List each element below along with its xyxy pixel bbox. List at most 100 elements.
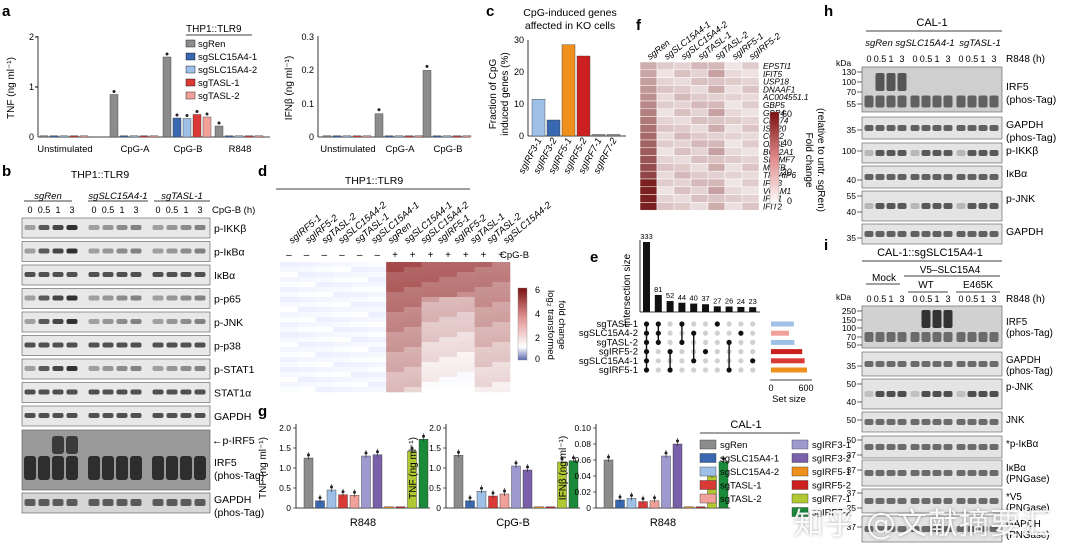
h-band [978, 203, 988, 209]
e-bar-label: 24 [737, 297, 745, 306]
e-bar-label: 23 [749, 297, 757, 306]
d-cell [368, 317, 387, 323]
d-cell [315, 342, 334, 348]
h-band [910, 95, 920, 108]
g-legend-swatch [699, 466, 717, 477]
a1-point [112, 90, 116, 93]
f-cell [639, 61, 658, 71]
d-cell [421, 327, 440, 333]
g-legend-item: sgTASL-1 [720, 481, 762, 492]
h-band [875, 125, 885, 131]
g-point [514, 461, 518, 465]
f-cell [741, 108, 760, 117]
a1-point [195, 110, 199, 113]
i-band [956, 332, 966, 342]
i-band [932, 310, 942, 328]
d-cell [439, 332, 458, 338]
b-band [38, 248, 50, 254]
h-kda: kDa [836, 58, 851, 68]
d-cell [333, 382, 352, 388]
a1-xtick: Unstimulated [37, 144, 92, 155]
b-band [130, 413, 142, 418]
d-cell [474, 377, 493, 383]
c-bar [606, 134, 621, 137]
h-band [978, 174, 988, 180]
d-cell [492, 327, 511, 333]
a2-xtick: CpG-B [433, 144, 462, 155]
g-legend-swatch [699, 480, 717, 490]
a1-xtick: R848 [229, 144, 252, 155]
g-point [422, 434, 425, 438]
d-cell [456, 357, 475, 363]
b-row-label: p-STAT1 [214, 364, 255, 376]
e-dot [667, 339, 673, 345]
d-cell [456, 337, 475, 343]
d-cell [474, 352, 493, 358]
b-band [38, 413, 50, 418]
e-dot [714, 339, 720, 345]
b-band [130, 319, 142, 324]
i-row-label: (PNGase) [1006, 503, 1050, 514]
d-cell [297, 317, 316, 323]
d-cell [280, 302, 298, 308]
d-cell [315, 267, 334, 273]
f-cell [690, 202, 709, 211]
a2-ytick: 0.2 [301, 65, 314, 75]
a1-bar [214, 125, 224, 138]
d-cell [333, 267, 352, 273]
h-band [886, 125, 896, 131]
g-legend-item: sgIRF3-2 [812, 454, 851, 465]
g-bar [534, 506, 544, 509]
f-cell [690, 131, 709, 141]
i-band [921, 470, 931, 476]
d-cell [474, 387, 493, 393]
d-cell [297, 262, 316, 268]
i-blot [861, 305, 1003, 349]
b-time: 1 [55, 205, 60, 215]
i-band [875, 444, 885, 450]
f-cell [741, 116, 760, 125]
f-cell [673, 92, 692, 102]
d-cell [297, 352, 316, 358]
h-band [943, 231, 953, 237]
b-band [166, 342, 178, 348]
i-band [978, 444, 988, 450]
h-band [875, 203, 885, 209]
d-cell [456, 317, 475, 323]
d-cell [492, 287, 511, 293]
a2-bar [332, 135, 342, 138]
g-point [722, 457, 725, 461]
h-time: 0.5 [966, 54, 979, 64]
d-cell [492, 362, 511, 368]
b-band [180, 295, 192, 301]
b-band [52, 499, 64, 506]
f-cell [639, 186, 658, 195]
i-band [910, 470, 920, 476]
b-blot [21, 264, 211, 286]
d-scale: 0 [535, 354, 540, 364]
d-cell [492, 332, 511, 338]
b-band [66, 389, 78, 395]
g-ylabel: IFNβ (ng ml⁻¹) [558, 436, 569, 500]
d-scale-label-2: fold change [556, 300, 567, 349]
b-row-label: GAPDH [214, 411, 251, 423]
d-cell [368, 297, 387, 303]
i-row-label: *p-IκBα [1006, 439, 1039, 450]
i-mw: 50 [847, 340, 857, 350]
e-bar [737, 306, 745, 312]
e-bar-label: 40 [690, 294, 698, 303]
b-band [66, 272, 78, 277]
b-band [194, 248, 206, 254]
d-cell [456, 367, 475, 373]
h-band [875, 150, 885, 156]
b-band [102, 225, 114, 230]
d-cell [280, 277, 298, 283]
i-band [897, 498, 907, 504]
f-cell [741, 202, 760, 211]
d-cell [315, 297, 334, 303]
b-band [38, 295, 50, 301]
f-cell [656, 163, 675, 172]
f-cell [639, 85, 658, 94]
i-band [886, 391, 896, 397]
f-cell [741, 69, 760, 78]
